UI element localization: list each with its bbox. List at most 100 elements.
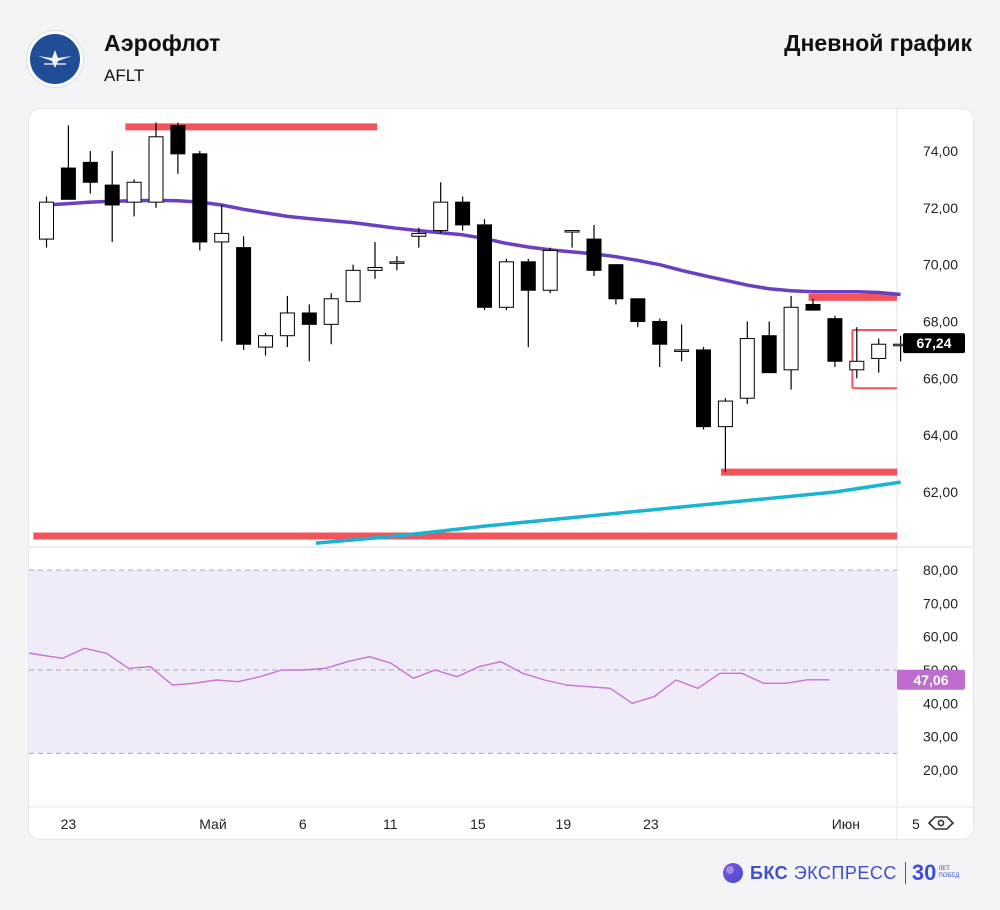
- candle[interactable]: [717, 398, 733, 473]
- candle-body-down: [805, 303, 821, 311]
- candle[interactable]: [258, 332, 273, 356]
- candle-body-down: [608, 264, 624, 300]
- candle-body-up: [542, 249, 558, 291]
- candle[interactable]: [148, 122, 164, 208]
- company-name: Аэрофлот: [104, 30, 221, 56]
- time-tick-label: 23: [643, 816, 659, 832]
- brand-name-light: ЭКСПРЕСС: [793, 862, 897, 883]
- candle-body-down: [455, 201, 471, 226]
- rsi-value-label: 47,06: [913, 672, 948, 688]
- airplane-emblem-icon: [30, 34, 80, 84]
- candle-body-up: [126, 181, 142, 203]
- candle[interactable]: [761, 321, 777, 374]
- candle-body-down: [170, 124, 186, 155]
- candle[interactable]: [323, 293, 339, 345]
- rsi-tick-label: 80,00: [923, 562, 958, 578]
- candle[interactable]: [739, 321, 755, 404]
- time-tick-label: Май: [199, 816, 226, 832]
- candle[interactable]: [389, 256, 405, 271]
- candle-body-up: [279, 312, 295, 337]
- candle[interactable]: [542, 247, 558, 294]
- candle[interactable]: [433, 182, 449, 234]
- rsi-value-badge: [897, 669, 965, 690]
- price-tick-label: 70,00: [923, 257, 958, 273]
- rsi-line: [29, 647, 830, 704]
- candle[interactable]: [498, 258, 514, 311]
- moving-average-long-line: [315, 480, 901, 545]
- candle-body-down: [301, 312, 317, 325]
- rsi-tick-label: 60,00: [923, 629, 958, 645]
- brand-logo-icon: [723, 863, 743, 883]
- candle[interactable]: [564, 230, 580, 248]
- candle-body-down: [236, 247, 252, 345]
- time-tick-label: 5: [912, 816, 920, 832]
- time-tick-label: 23: [61, 816, 77, 832]
- candle[interactable]: [82, 151, 98, 194]
- candle-body-up: [411, 232, 427, 237]
- candle-body-up: [717, 400, 733, 428]
- candle[interactable]: [652, 318, 668, 367]
- chart-panel: 74,00 72,00 70,00 68,00 66,00 64,00 62,00 80,00…: [28, 108, 974, 840]
- candle[interactable]: [170, 122, 186, 174]
- rsi-band: [29, 570, 897, 754]
- candle-body-up: [258, 335, 273, 348]
- price-tick-label: 64,00: [923, 427, 958, 443]
- candle[interactable]: [520, 258, 536, 348]
- candle-body-up: [367, 267, 383, 271]
- candle[interactable]: [301, 304, 317, 362]
- chart-timeframe-title: Дневной график: [784, 30, 972, 56]
- candle-body-down: [586, 238, 602, 271]
- candle-body-up: [849, 360, 865, 371]
- candle[interactable]: [236, 236, 252, 350]
- candle-body-down: [761, 335, 777, 374]
- candle[interactable]: [126, 179, 142, 217]
- candle[interactable]: [455, 196, 471, 231]
- candle-body-down: [192, 153, 208, 243]
- candle[interactable]: [586, 224, 602, 277]
- candle[interactable]: [827, 315, 843, 367]
- eye-settings-icon[interactable]: [927, 816, 955, 830]
- anniversary-caption-bottom: ПОБЕД: [938, 873, 960, 879]
- candle[interactable]: [345, 264, 361, 303]
- candle-body-down: [696, 349, 711, 428]
- candle[interactable]: [696, 347, 711, 430]
- candle-body-down: [82, 161, 98, 183]
- candle-body-down: [827, 318, 843, 362]
- time-tick-label: 15: [470, 816, 486, 832]
- candle[interactable]: [849, 327, 865, 379]
- time-tick-label: Июн: [832, 816, 860, 832]
- candle[interactable]: [783, 295, 799, 390]
- candle-body-down: [652, 321, 668, 345]
- candle-body-up: [783, 306, 799, 371]
- candle[interactable]: [477, 219, 492, 311]
- candle[interactable]: [674, 324, 690, 362]
- candle[interactable]: [39, 196, 54, 248]
- candle-body-down: [104, 184, 120, 206]
- candle[interactable]: [279, 295, 295, 348]
- candle-body-up: [323, 298, 339, 325]
- anniversary-caption: ЛЕТ ПОБЕД: [938, 866, 959, 880]
- candle[interactable]: [630, 298, 646, 328]
- candle-body-up: [148, 136, 164, 203]
- price-tick-label: 74,00: [923, 143, 958, 159]
- candle[interactable]: [367, 241, 383, 279]
- price-tick-label: 68,00: [923, 314, 958, 330]
- rsi-tick-label: 30,00: [923, 729, 958, 745]
- candle[interactable]: [411, 227, 427, 248]
- candle[interactable]: [214, 204, 230, 342]
- company-logo: [26, 30, 84, 88]
- candle[interactable]: [104, 151, 120, 242]
- price-tick-label: 66,00: [923, 370, 958, 386]
- anniversary-number: 30: [911, 860, 937, 885]
- candle[interactable]: [60, 125, 76, 200]
- candle[interactable]: [871, 338, 887, 373]
- candle-body-up: [433, 201, 449, 232]
- candle-body-up: [39, 201, 54, 240]
- time-tick-label: 19: [556, 816, 572, 832]
- candle-body-up: [498, 261, 514, 308]
- candle[interactable]: [805, 298, 821, 311]
- last-price-label: 67,24: [916, 335, 951, 351]
- candle[interactable]: [608, 264, 624, 305]
- time-tick-label: 6: [299, 816, 307, 832]
- candle[interactable]: [192, 151, 208, 251]
